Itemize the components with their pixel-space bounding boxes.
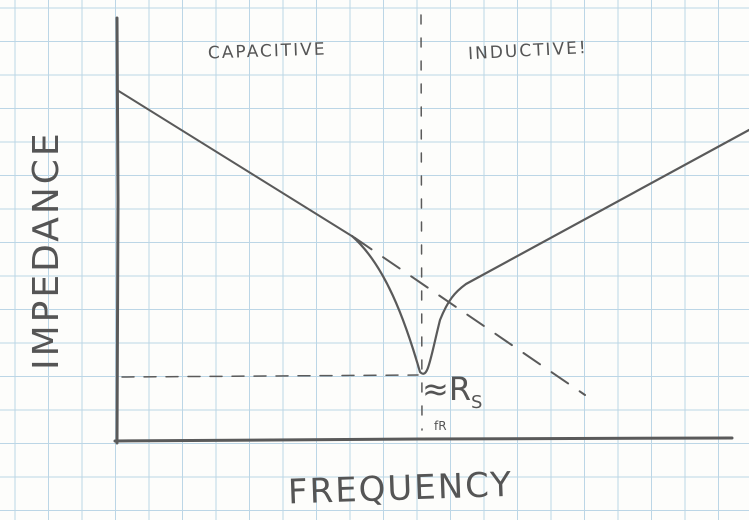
resistance-subscript: S <box>471 392 482 413</box>
resistance-symbol: ≈R <box>422 370 471 408</box>
capacitive-label: CAPACITIVE <box>208 39 327 63</box>
sketch: CAPACITIVE INDUCTIVE! IMPEDANCE FREQUENC… <box>0 0 749 520</box>
resonance-label: fR <box>434 419 447 433</box>
paper <box>0 0 749 520</box>
y-axis-label: IMPEDANCE <box>26 130 67 370</box>
page: {"regions": {"left": "CAPACITIVE", "righ… <box>0 0 749 520</box>
x-axis-label: FREQUENCY <box>287 465 513 513</box>
y-axis <box>117 18 118 443</box>
